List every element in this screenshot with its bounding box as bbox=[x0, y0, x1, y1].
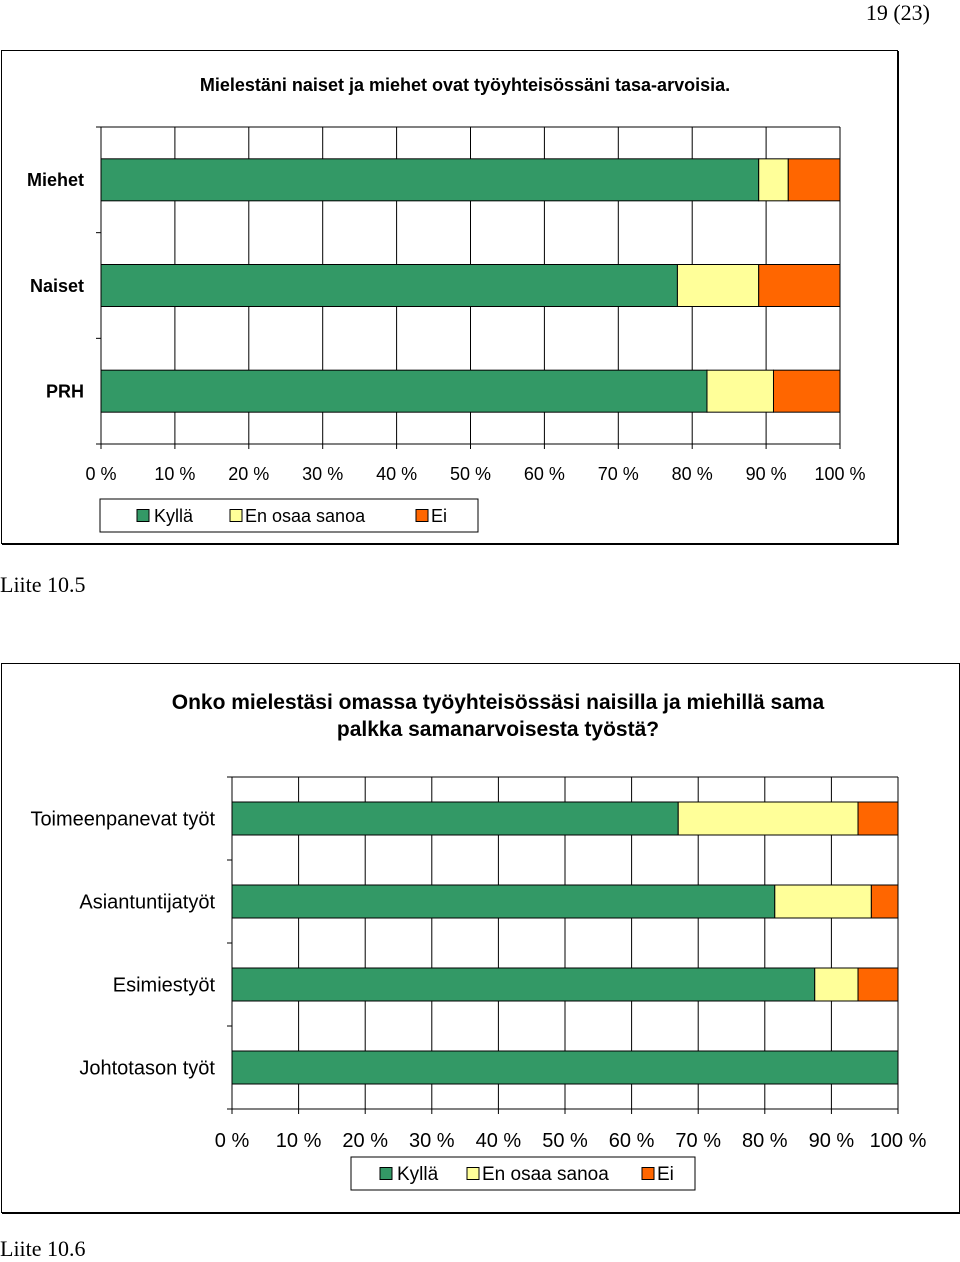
c2-title-line-1: Onko mielestäsi omassa työyhteisössäsi n… bbox=[172, 691, 825, 714]
c1-legend-label-en-osaa-sanoa: En osaa sanoa bbox=[245, 506, 366, 526]
c1-x-tick-label-80: 80 % bbox=[672, 464, 713, 484]
c1-x-tick-label-10: 10 % bbox=[154, 464, 195, 484]
c2-category-label-esimiestyot: Esimiestyöt bbox=[113, 975, 216, 997]
c2-legend-swatch-ei bbox=[641, 1167, 655, 1180]
c2-x-tick-label-0: 0 % bbox=[215, 1130, 250, 1152]
c1-bar-prh-en-osaa-sanoa bbox=[706, 369, 774, 413]
chart-equal-pay: Onko mielestäsi omassa työyhteisössäsi n… bbox=[1, 663, 960, 1213]
c1-x-tick-label-90: 90 % bbox=[746, 464, 787, 484]
c1-bar-miehet-kylla bbox=[100, 158, 760, 202]
c2-legend-swatch-kylla bbox=[379, 1167, 393, 1180]
c1-bar-naiset-ei bbox=[758, 264, 841, 307]
c1-x-tick-label-0: 0 % bbox=[85, 464, 116, 484]
c2-bar-esimiestyot-kylla bbox=[231, 967, 816, 1002]
c2-bar-toimeenpanevat-tyot-kylla bbox=[231, 801, 679, 836]
c2-bar-esimiestyot-en-osaa-sanoa bbox=[814, 967, 859, 1002]
c2-legend-swatch-en-osaa-sanoa bbox=[466, 1167, 480, 1180]
c2-bar-johtotason-tyot-kylla bbox=[231, 1050, 899, 1085]
c2-bar-toimeenpanevat-tyot-ei bbox=[857, 801, 899, 836]
c2-x-tick-label-90: 90 % bbox=[809, 1130, 855, 1152]
c2-legend-label-kylla: Kyllä bbox=[397, 1164, 439, 1185]
c2-x-tick-label-40: 40 % bbox=[476, 1130, 522, 1152]
c2-x-tick-label-10: 10 % bbox=[276, 1130, 322, 1152]
c1-x-tick-label-100: 100 % bbox=[814, 464, 865, 484]
c2-bar-asiantuntijatyot-ei bbox=[870, 884, 899, 919]
c1-legend-label-ei: Ei bbox=[431, 506, 447, 526]
c2-bar-esimiestyot-ei bbox=[857, 967, 899, 1002]
c1-category-label-naiset: Naiset bbox=[30, 276, 84, 296]
c2-bar-asiantuntijatyot-kylla bbox=[231, 884, 776, 919]
c1-bar-naiset-en-osaa-sanoa bbox=[676, 264, 760, 307]
c2-legend-label-ei: Ei bbox=[657, 1164, 674, 1185]
c1-bar-miehet-ei bbox=[787, 158, 841, 202]
c2-x-tick-label-50: 50 % bbox=[542, 1130, 588, 1152]
c2-category-label-toimeenpanevat-tyot: Toimeenpanevat työt bbox=[30, 809, 215, 831]
c1-x-tick-label-40: 40 % bbox=[376, 464, 417, 484]
c1-legend bbox=[99, 498, 479, 533]
c2-x-tick-label-20: 20 % bbox=[342, 1130, 388, 1152]
c1-bar-miehet-en-osaa-sanoa bbox=[758, 158, 789, 202]
c1-bar-prh-kylla bbox=[100, 369, 708, 413]
c2-legend bbox=[350, 1156, 696, 1191]
page-number: 19 (23) bbox=[865, 0, 930, 25]
c2-legend-label-en-osaa-sanoa: En osaa sanoa bbox=[482, 1164, 609, 1185]
c1-legend-label-kylla: Kyllä bbox=[154, 506, 194, 526]
caption-liite-10-5: Liite 10.5 bbox=[0, 572, 86, 597]
c2-x-tick-label-70: 70 % bbox=[675, 1130, 721, 1152]
chart-equality: Mielestäni naiset ja miehet ovat työyhte… bbox=[1, 50, 898, 544]
caption-liite-10-6: Liite 10.6 bbox=[0, 1236, 86, 1261]
c2-bar-toimeenpanevat-tyot-en-osaa-sanoa bbox=[677, 801, 859, 836]
c1-category-label-prh: PRH bbox=[46, 381, 84, 401]
c2-bar-asiantuntijatyot-en-osaa-sanoa bbox=[774, 884, 872, 919]
chart-equal-pay-svg: Onko mielestäsi omassa työyhteisössäsi n… bbox=[30, 691, 927, 1191]
c1-bar-naiset-kylla bbox=[100, 264, 678, 307]
c2-category-label-johtotason-tyot: Johtotason työt bbox=[79, 1058, 215, 1080]
c2-x-tick-label-30: 30 % bbox=[409, 1130, 455, 1152]
c1-x-tick-label-70: 70 % bbox=[598, 464, 639, 484]
c1-legend-swatch-ei bbox=[415, 509, 429, 522]
c1-x-tick-label-20: 20 % bbox=[228, 464, 269, 484]
c2-category-label-asiantuntijatyot: Asiantuntijatyöt bbox=[79, 892, 215, 914]
c2-x-tick-label-60: 60 % bbox=[609, 1130, 655, 1152]
c1-title: Mielestäni naiset ja miehet ovat työyhte… bbox=[200, 75, 730, 95]
c2-x-tick-label-80: 80 % bbox=[742, 1130, 788, 1152]
c1-x-tick-label-50: 50 % bbox=[450, 464, 491, 484]
c1-x-tick-label-30: 30 % bbox=[302, 464, 343, 484]
chart-equality-svg: Mielestäni naiset ja miehet ovat työyhte… bbox=[27, 75, 866, 533]
c1-legend-swatch-kylla bbox=[136, 509, 150, 522]
c1-x-tick-label-60: 60 % bbox=[524, 464, 565, 484]
c1-legend-swatch-en-osaa-sanoa bbox=[229, 509, 243, 522]
c1-bar-prh-ei bbox=[772, 369, 841, 413]
c2-x-tick-label-100: 100 % bbox=[870, 1130, 927, 1152]
c1-category-label-miehet: Miehet bbox=[27, 170, 84, 190]
c2-title-line-2: palkka samanarvoisesta työstä? bbox=[337, 718, 659, 741]
